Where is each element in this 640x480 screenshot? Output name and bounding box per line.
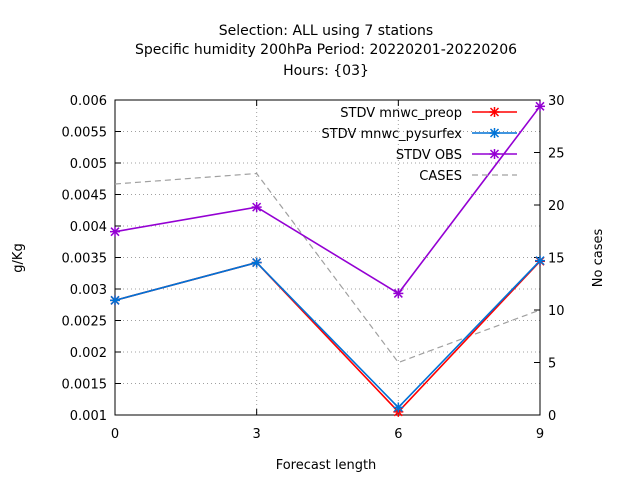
x-tick-label: 0 bbox=[111, 427, 119, 442]
y-tick-label: 0.001 bbox=[70, 409, 107, 424]
data-point-stdv-mnwc-pysurfex bbox=[535, 255, 545, 266]
data-point-stdv-obs bbox=[393, 288, 404, 299]
legend-marker bbox=[489, 107, 500, 117]
y2-tick-label: 10 bbox=[548, 304, 565, 319]
x-tick-label: 9 bbox=[536, 427, 544, 442]
legend-marker bbox=[489, 149, 500, 159]
y2-tick-label: 30 bbox=[548, 94, 565, 109]
data-point-stdv-obs bbox=[110, 226, 120, 237]
y-tick-label: 0.0015 bbox=[62, 378, 108, 393]
data-point-stdv-mnwc-pysurfex bbox=[110, 295, 120, 306]
series-line-stdv-mnwc-pysurfex bbox=[114, 260, 541, 409]
y-tick-label: 0.003 bbox=[70, 283, 107, 298]
y-tick-label: 0.0055 bbox=[62, 126, 108, 141]
x-tick-label: 6 bbox=[394, 427, 402, 442]
y-tick-label: 0.006 bbox=[70, 94, 107, 109]
legend-item-stdv-mnwc-pysurfex: STDV mnwc_pysurfex bbox=[321, 127, 517, 142]
y-tick-label: 0.002 bbox=[70, 346, 107, 361]
legend-label: STDV OBS bbox=[396, 148, 462, 163]
legend-item-cases: CASES bbox=[419, 169, 517, 184]
grid bbox=[115, 100, 540, 415]
y-tick-label: 0.0035 bbox=[62, 252, 108, 267]
title-line-1: Selection: ALL using 7 stations bbox=[219, 23, 433, 39]
data-point-stdv-obs bbox=[251, 202, 262, 213]
legend-label: STDV mnwc_preop bbox=[340, 106, 462, 121]
chart-title: Selection: ALL using 7 stations Specific… bbox=[135, 23, 517, 79]
y-tick-label: 0.0045 bbox=[62, 189, 108, 204]
y2-axis-label: No cases bbox=[591, 229, 606, 288]
y2-tick-label: 20 bbox=[548, 199, 565, 214]
data-point-stdv-obs bbox=[535, 101, 545, 112]
title-line-3: Hours: {03} bbox=[283, 63, 369, 79]
x-axis-label: Forecast length bbox=[276, 458, 377, 473]
data-point-stdv-mnwc-pysurfex bbox=[251, 257, 262, 268]
title-line-2: Specific humidity 200hPa Period: 2022020… bbox=[135, 42, 517, 58]
series-layer bbox=[110, 101, 545, 417]
data-point-stdv-mnwc-pysurfex bbox=[393, 402, 404, 413]
legend-label: CASES bbox=[419, 169, 462, 184]
y-tick-label: 0.005 bbox=[70, 157, 107, 172]
y2-tick-label: 25 bbox=[548, 147, 565, 162]
legend-item-stdv-obs: STDV OBS bbox=[396, 148, 517, 163]
ticks: 0 3 6 9 0.001 0.0015 0.002 0.0025 0.003 0.0035 0.0… bbox=[62, 94, 565, 442]
y-axis-label: g/Kg bbox=[11, 243, 26, 272]
legend-marker bbox=[489, 128, 500, 138]
y2-tick-label: 15 bbox=[548, 252, 565, 267]
legend-item-stdv-mnwc-preop: STDV mnwc_preop bbox=[340, 106, 517, 121]
series-line-stdv-obs bbox=[114, 105, 541, 295]
series-stdv-obs bbox=[110, 101, 545, 299]
y2-tick-label: 0 bbox=[548, 409, 556, 424]
series-stdv-mnwc-pysurfex bbox=[110, 255, 545, 413]
y-tick-label: 0.004 bbox=[70, 220, 107, 235]
legend: STDV mnwc_preop STDV mnwc_pysurfex STDV OB… bbox=[321, 106, 517, 184]
y-tick-label: 0.0025 bbox=[62, 315, 108, 330]
legend-label: STDV mnwc_pysurfex bbox=[321, 127, 462, 142]
series-stdv-mnwc-preop bbox=[110, 256, 545, 417]
x-tick-label: 3 bbox=[253, 427, 261, 442]
y2-tick-label: 5 bbox=[548, 357, 556, 372]
